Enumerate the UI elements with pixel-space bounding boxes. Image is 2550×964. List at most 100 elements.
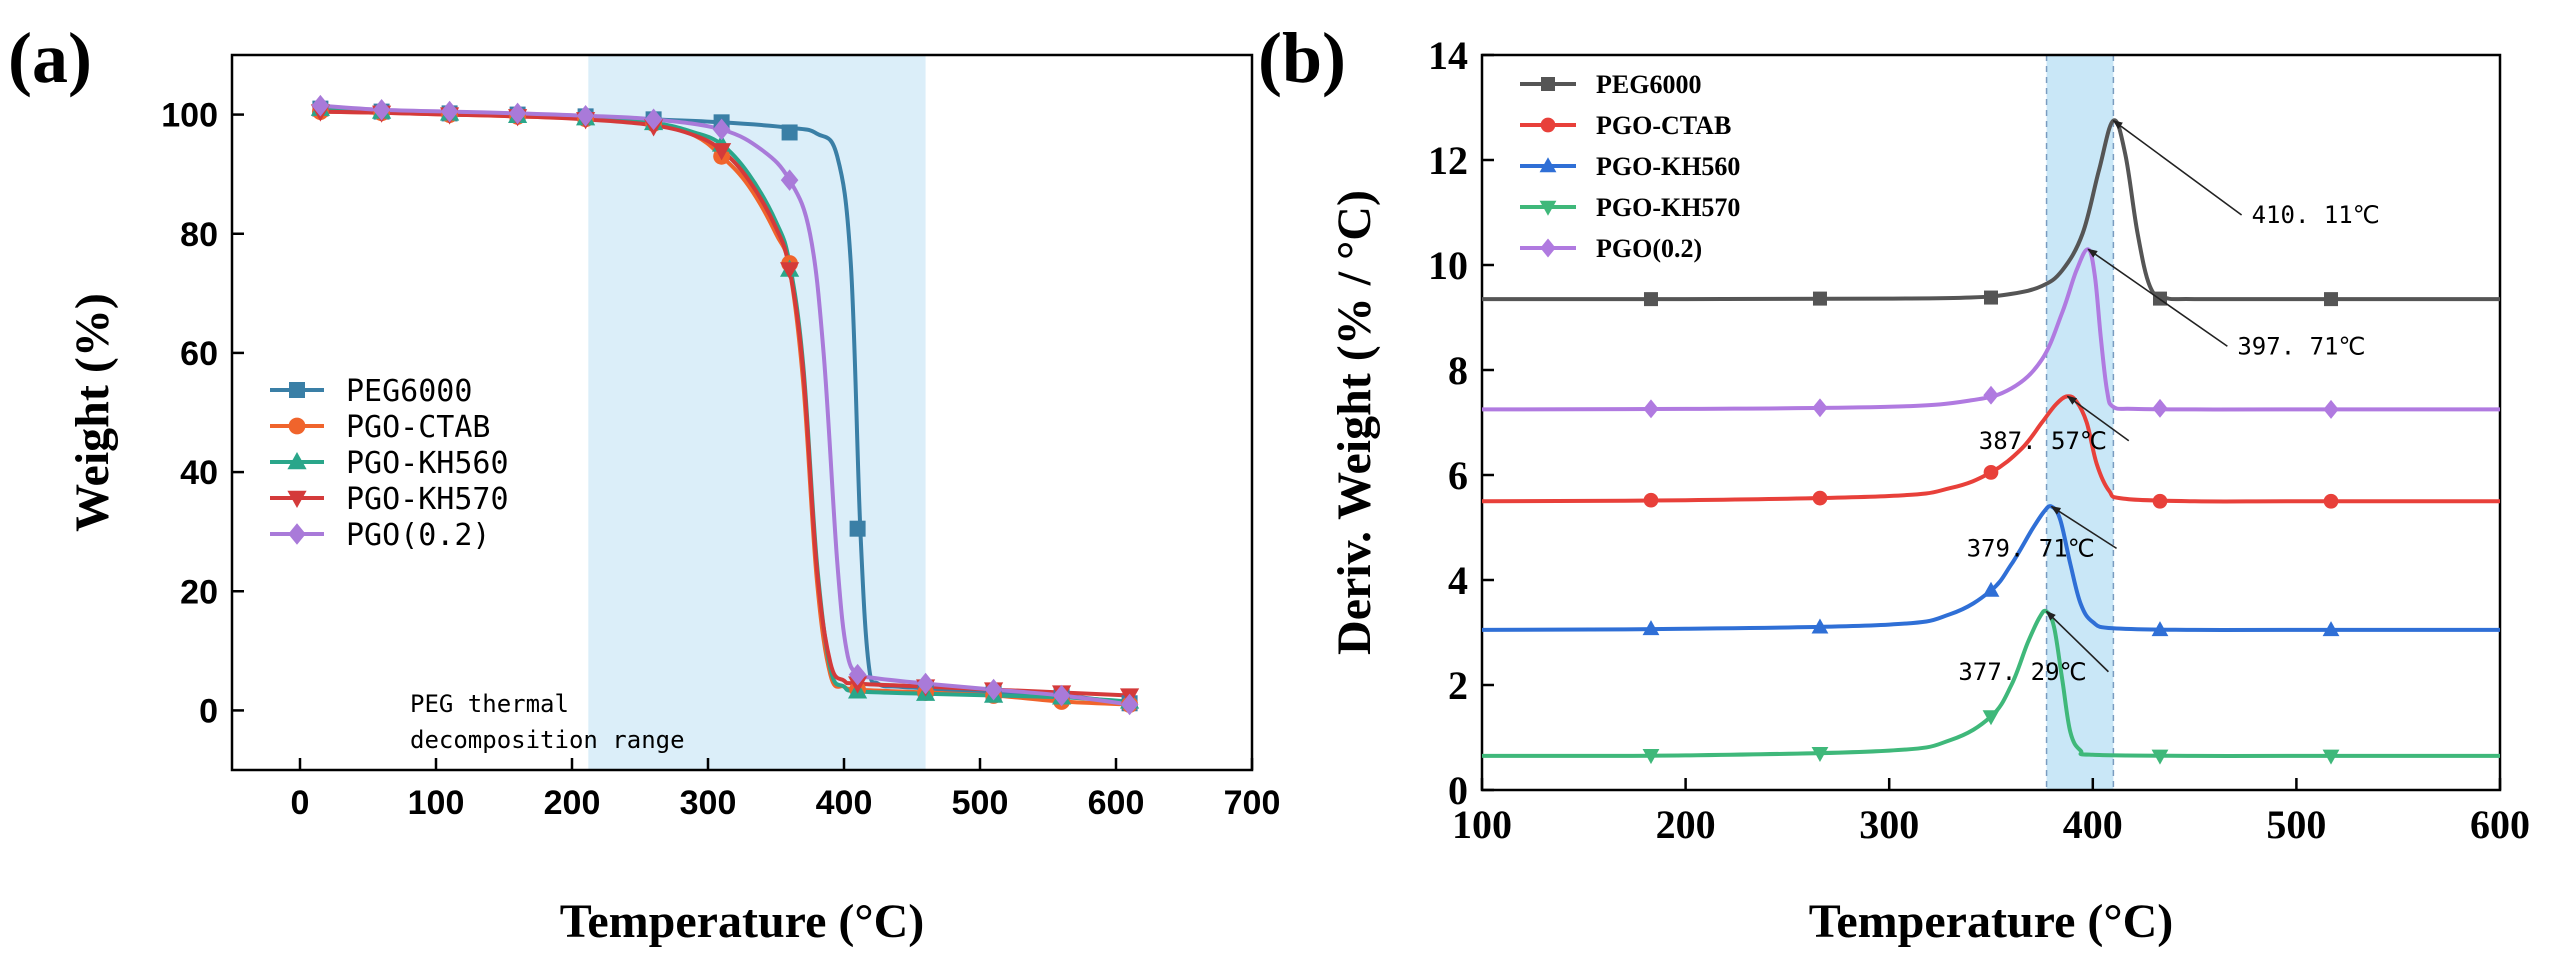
annotation-arrow [2050, 505, 2118, 550]
annotation-arrow [2045, 610, 2109, 673]
marker-pgo-kh570 [2322, 749, 2340, 765]
marker-pgo-0-2 [848, 663, 867, 686]
x-tick-label: 0 [291, 784, 310, 822]
marker-pgo-0-2 [311, 94, 330, 117]
marker-pgo-kh570 [780, 262, 800, 280]
series-line-pgo-ctab [1481, 394, 2500, 504]
panel-b-shaded-region [2045, 55, 2115, 790]
annotation-arrow [2112, 119, 2243, 216]
x-tick-label: 100 [1452, 802, 1512, 847]
x-tick-label: 600 [2470, 802, 2530, 847]
marker-pgo-0-2 [1983, 385, 1999, 405]
annotation-arrow [2087, 248, 2228, 347]
x-tick-label: 300 [1859, 802, 1919, 847]
panel-a-legend: PEG6000PGO-CTABPGO-KH560PGO-KH570PGO(0.2… [270, 374, 509, 553]
marker-pgo-kh570 [2151, 749, 2169, 765]
legend-label-pgo-ctab: PGO-CTAB [346, 410, 491, 445]
panel-b-legend: PEG6000 PGO-CTAB PGO-KH560 PGO-KH570 PGO(0.2… [1520, 70, 1740, 263]
legend-marker-pgo-kh560 [287, 452, 307, 470]
annotation-arrow [2066, 395, 2130, 442]
panel-a-shaded-region [588, 55, 926, 770]
marker-pgo-kh570 [1811, 746, 1829, 762]
legend-label-pgo-kh560: PGO-KH560 [346, 446, 509, 481]
y-tick-label: 10 [1428, 243, 1468, 288]
marker-pgo-0-2 [2323, 399, 2339, 419]
panel-a-x-axis-title: Temperature (°C) [560, 895, 924, 948]
panel-a-label: (a) [8, 18, 92, 98]
x-tick-label: 100 [408, 784, 465, 822]
legend-marker-pgo-ctab [1540, 117, 1556, 133]
panel-b-axes [1480, 53, 2502, 792]
marker-peg6000 [849, 520, 866, 537]
marker-pgo-kh560 [1982, 581, 2000, 597]
panel-a-axes [230, 53, 1254, 772]
marker-pgo-ctab [2152, 493, 2168, 509]
marker-pgo-kh560 [1811, 618, 1829, 634]
annotation-label: 410. 11℃ [2252, 201, 2380, 229]
chart-panel-b: 100 200 300 400 500 600 0 2 4 6 8 10 12 14 PEG6000 PGO… [1328, 33, 2530, 948]
marker-pgo-kh570 [1982, 710, 2000, 726]
marker-pgo-0-2 [440, 100, 459, 123]
marker-pgo-kh560 [1642, 620, 1660, 636]
legend-label-peg6000: PEG6000 [1596, 70, 1701, 99]
marker-pgo-ctab [2323, 493, 2339, 509]
marker-pgo-kh560 [2322, 621, 2340, 637]
marker-pgo-kh560 [2151, 621, 2169, 637]
y-tick-label: 0 [1448, 768, 1468, 813]
x-tick-label: 400 [816, 784, 873, 822]
marker-pgo-0-2 [372, 99, 391, 121]
marker-peg6000 [2324, 292, 2339, 307]
shade-label-line2: decomposition range [410, 726, 685, 754]
marker-pgo-0-2 [984, 678, 1003, 701]
y-tick-label: 6 [1448, 453, 1468, 498]
legend-label-pgo-0-2: PGO(0.2) [346, 518, 491, 553]
legend-label-pgo-kh570: PGO-KH570 [346, 482, 509, 517]
marker-pgo-0-2 [1052, 684, 1071, 707]
legend-marker-pgo-kh570 [1539, 200, 1557, 216]
legend-label-pgo-kh570: PGO-KH570 [1596, 193, 1740, 222]
y-tick-label: 20 [180, 573, 218, 611]
marker-pgo-0-2 [644, 108, 663, 131]
y-tick-label: 12 [1428, 138, 1468, 183]
chart-panel-a: 0 100 200 300 400 500 600 700 0 20 40 60 80 100 PEG60… [66, 53, 1280, 948]
panel-a-tick-labels: 0 100 200 300 400 500 600 700 0 20 40 60 80 100 [161, 97, 1280, 822]
marker-pgo-0-2 [916, 672, 935, 695]
shaded-band [588, 55, 926, 770]
y-tick-label: 100 [161, 97, 218, 135]
marker-pgo-0-2 [508, 102, 527, 125]
y-tick-label: 80 [180, 216, 218, 254]
marker-peg6000 [1643, 292, 1658, 307]
y-tick-label: 60 [180, 335, 218, 373]
x-tick-label: 200 [544, 784, 601, 822]
legend-marker-peg6000 [1541, 77, 1555, 91]
shade-label-line1: PEG thermal [410, 690, 569, 718]
marker-peg6000 [1984, 290, 1998, 305]
x-tick-label: 700 [1224, 784, 1281, 822]
annotation-label: 397. 71℃ [2237, 332, 2365, 360]
legend-marker-pgo-0-2 [1540, 238, 1556, 258]
marker-pgo-kh570 [712, 143, 732, 161]
panel-b-x-axis-title: Temperature (°C) [1809, 895, 2173, 948]
marker-pgo-0-2 [1120, 693, 1139, 716]
y-tick-label: 14 [1428, 33, 1468, 78]
plot-frame [1480, 53, 2502, 792]
x-tick-label: 300 [680, 784, 737, 822]
marker-pgo-ctab [1812, 490, 1828, 506]
panel-b-label: (b) [1258, 18, 1346, 98]
marker-pgo-0-2 [712, 118, 731, 141]
legend-label-pgo-ctab: PGO-CTAB [1596, 111, 1731, 140]
marker-pgo-0-2 [1643, 399, 1659, 419]
panel-b-tick-labels: 100 200 300 400 500 600 0 2 4 6 8 10 12 14 [1428, 33, 2530, 847]
legend-marker-pgo-0-2 [288, 523, 306, 545]
series-line-pgo-kh560 [1481, 504, 2500, 633]
panel-b-markers [1642, 290, 2340, 765]
panel-a-y-axis-title: Weight (%) [66, 293, 119, 532]
y-tick-label: 2 [1448, 663, 1468, 708]
marker-pgo-0-2 [1812, 398, 1828, 418]
marker-peg6000 [781, 124, 798, 141]
legend-marker-pgo-kh560 [1539, 157, 1557, 173]
marker-pgo-ctab [1643, 492, 1659, 508]
plot-frame [230, 53, 1254, 772]
y-tick-label: 4 [1448, 558, 1468, 603]
